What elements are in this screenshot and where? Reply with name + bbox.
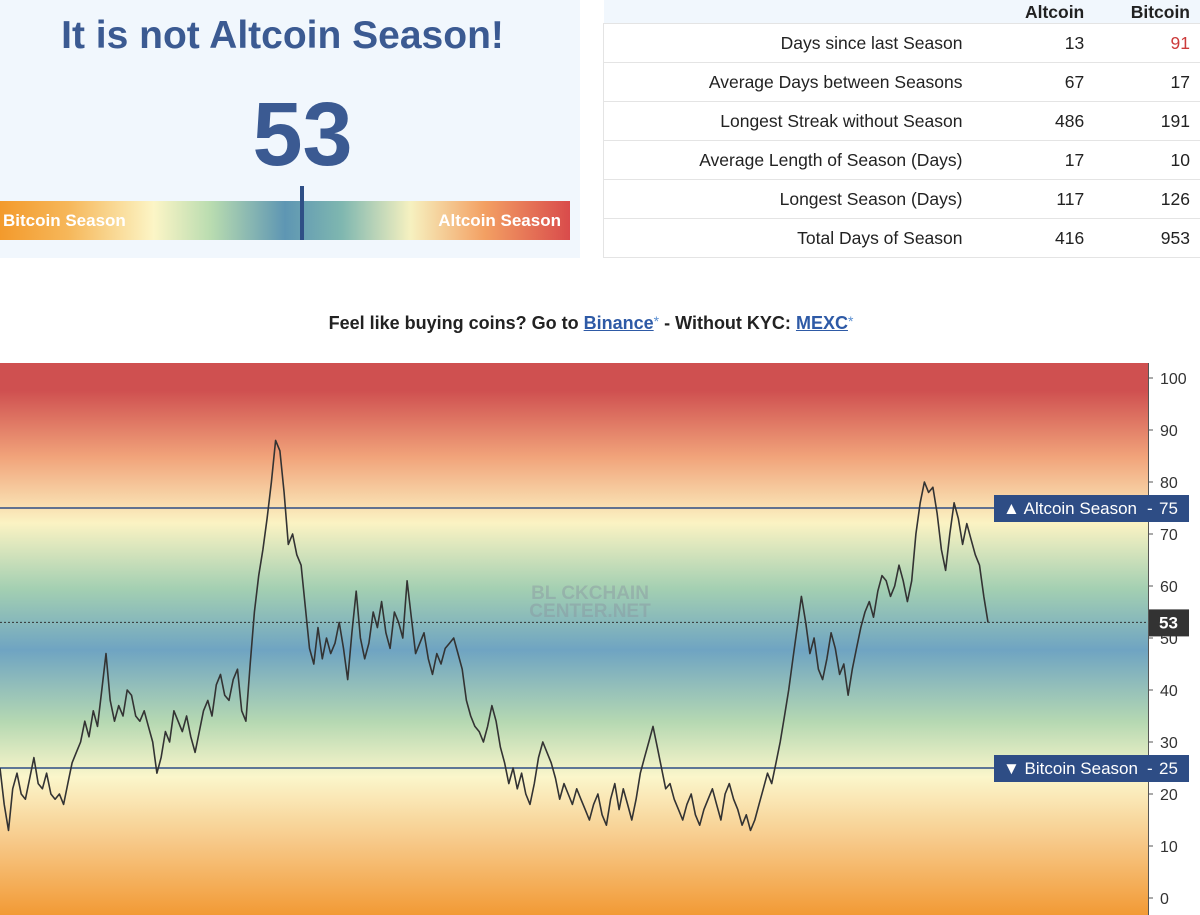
stats-row-bitcoin-value: 17 <box>1094 62 1200 102</box>
y-tick-label: 0 <box>1160 891 1169 908</box>
y-tick-label: 40 <box>1160 683 1178 700</box>
threshold-badge-label: ▼ Bitcoin Season <box>1003 759 1138 778</box>
stats-row-bitcoin-value: 953 <box>1094 218 1200 258</box>
threshold-badge-value: 25 <box>1159 759 1178 778</box>
gauge-panel: It is not Altcoin Season! 53 Bitcoin Sea… <box>0 0 580 258</box>
altcoin-index-value: 53 <box>252 85 353 185</box>
stats-row: Total Days of Season 416 953 <box>603 218 1200 258</box>
altcoin-season-bar-label: Altcoin Season <box>438 211 561 230</box>
season-stats-table: Altcoin Bitcoin Days since last Season 13… <box>603 0 1200 258</box>
mexc-link[interactable]: MEXC <box>795 313 848 333</box>
watermark-line-2: CENTER.NET <box>529 601 651 622</box>
stats-row-altcoin-value: 13 <box>988 23 1095 63</box>
stats-row-altcoin-value: 67 <box>988 62 1095 102</box>
y-tick-label: 10 <box>1160 839 1178 856</box>
threshold-badge <box>994 755 1189 782</box>
chart-background <box>0 363 1148 915</box>
y-tick-label: 80 <box>1160 475 1178 492</box>
stats-row-label: Days since last Season <box>603 23 989 63</box>
threshold-badge-label: ▲ Altcoin Season <box>1003 499 1137 518</box>
promo-line: Feel like buying coins? Go to Binance* -… <box>0 313 1182 334</box>
stats-row-altcoin-value: 486 <box>988 101 1095 141</box>
stats-row-altcoin-value: 416 <box>988 218 1095 258</box>
binance-link[interactable]: Binance <box>583 313 654 333</box>
stats-row-bitcoin-value: 10 <box>1094 140 1200 180</box>
mexc-asterisk: * <box>847 313 854 329</box>
stats-header-bitcoin: Bitcoin <box>1130 2 1190 22</box>
stats-row: Longest Streak without Season 486 191 <box>603 101 1200 141</box>
altcoin-index-series-line <box>0 439 989 832</box>
stats-row-label: Average Length of Season (Days) <box>603 140 989 180</box>
stats-row-label: Average Days between Seasons <box>603 62 989 102</box>
threshold-separator: - <box>1147 759 1153 778</box>
y-tick-label: 30 <box>1160 735 1178 752</box>
threshold-badge <box>994 495 1189 522</box>
current-value-label: 53 <box>1159 613 1178 632</box>
bitcoin-season-bar-label: Bitcoin Season <box>3 211 126 230</box>
stats-row: Days since last Season 13 91 <box>603 23 1200 63</box>
stats-body: Days since last Season 13 91 Average Days b… <box>603 23 1200 258</box>
promo-prefix: Feel like buying coins? Go to <box>328 313 579 333</box>
threshold-separator: - <box>1147 499 1153 518</box>
y-tick-label: 20 <box>1160 787 1178 804</box>
stats-row-bitcoin-value: 126 <box>1094 179 1200 219</box>
y-tick-label: 70 <box>1160 527 1178 544</box>
index-needle <box>300 186 305 240</box>
season-headline: It is not Altcoin Season! <box>61 14 504 57</box>
watermark-line-1: BL CKCHAIN <box>531 583 649 604</box>
stats-row: Average Days between Seasons 67 17 <box>603 62 1200 102</box>
y-axis-background <box>1148 363 1200 915</box>
threshold-lines: ▲ Altcoin Season -75▼ Bitcoin Season -25 <box>0 495 1189 782</box>
y-tick-label: 100 <box>1160 371 1187 388</box>
stats-header-altcoin: Altcoin <box>1024 2 1085 22</box>
stats-row: Average Length of Season (Days) 17 10 <box>603 140 1200 180</box>
current-value-badge <box>1149 609 1189 637</box>
y-tick-label: 90 <box>1160 423 1178 440</box>
stats-row-label: Total Days of Season <box>603 218 989 258</box>
stats-row-bitcoin-value: 191 <box>1094 101 1200 141</box>
stats-header-blank <box>604 0 989 24</box>
stats-row-bitcoin-value: 91 <box>1094 23 1200 63</box>
threshold-badge-value: 75 <box>1159 499 1178 518</box>
stats-row-label: Longest Streak without Season <box>603 101 989 141</box>
stats-row-altcoin-value: 17 <box>988 140 1095 180</box>
stats-row: Longest Season (Days) 117 126 <box>603 179 1200 219</box>
current-value-marker: 53 <box>0 609 1189 637</box>
season-gradient-bar: Bitcoin Season Altcoin Season <box>0 186 570 240</box>
promo-middle: - Without KYC: <box>664 313 791 333</box>
stats-header-row: Altcoin Bitcoin <box>603 0 1200 24</box>
y-tick-label: 60 <box>1160 579 1178 596</box>
altcoin-season-index-chart: BL CKCHAIN CENTER.NET 010203040506070809… <box>0 363 1200 915</box>
stats-row-altcoin-value: 117 <box>988 179 1095 219</box>
stats-row-label: Longest Season (Days) <box>603 179 989 219</box>
binance-asterisk: * <box>653 313 660 329</box>
